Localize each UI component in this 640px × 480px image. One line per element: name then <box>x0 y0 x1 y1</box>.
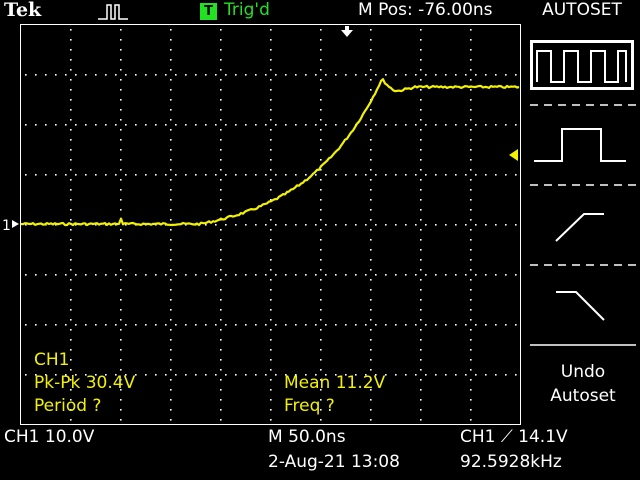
ch1-vertical-scale: CH1 10.0V <box>4 427 95 447</box>
measurement-freq: Freq ? <box>284 396 335 416</box>
trigger-level-marker <box>509 149 518 161</box>
single-cycle-pulse-icon <box>534 128 626 162</box>
autoset-option-multi-cycle[interactable] <box>530 40 634 90</box>
trigger-status: Trig'd <box>224 0 270 20</box>
ch1-ground-arrow <box>12 220 19 228</box>
autoset-option-rising-edge[interactable] <box>555 213 604 242</box>
trigger-position-tick <box>345 26 349 30</box>
side-menu-title: AUTOSET <box>542 0 622 20</box>
multi-cycle-square-wave-icon <box>536 50 627 83</box>
rising-edge-icon <box>555 213 604 242</box>
pulse-icon <box>98 4 128 20</box>
undo-autoset-label-line1: Undo <box>560 362 606 382</box>
undo-autoset-label-line2: Autoset <box>550 386 616 406</box>
timebase-readout: M 50.0ns <box>268 427 346 447</box>
date-time-readout: 2-Aug-21 13:08 <box>268 452 400 472</box>
ch1-waveform-trace <box>20 78 520 227</box>
measurement-mean: Mean 11.2V <box>284 373 386 393</box>
falling-edge-icon <box>556 291 605 321</box>
autoset-option-single-cycle[interactable] <box>534 128 626 162</box>
autoset-option-falling-edge[interactable] <box>556 291 605 321</box>
horizontal-position: M Pos: -76.00ns <box>358 0 493 20</box>
measurement-channel: CH1 <box>34 350 70 370</box>
measurement-pk-pk: Pk-Pk 30.4V <box>34 373 136 393</box>
trigger-badge: T <box>200 3 217 20</box>
trigger-position-marker <box>341 30 353 37</box>
trigger-level-readout: CH1 ⟋ 14.1V <box>460 427 568 447</box>
frequency-counter: 92.5928kHz <box>460 452 562 472</box>
side-menu-separators <box>530 104 636 266</box>
brand-logo: Tek <box>4 0 42 21</box>
graticule-grid <box>25 29 517 421</box>
graticule-border <box>20 24 521 425</box>
measurement-period: Period ? <box>34 396 102 416</box>
ch1-ground-marker: 1 <box>2 218 11 234</box>
